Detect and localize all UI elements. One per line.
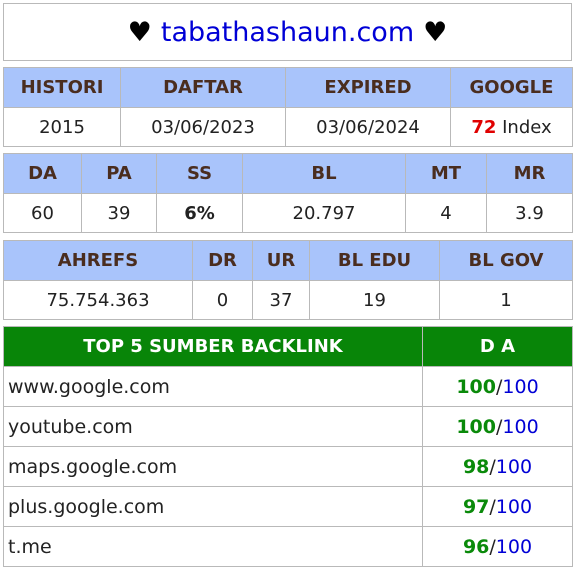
backlink-table: TOP 5 SUMBER BACKLINK D A www.google.com… xyxy=(3,326,573,567)
value-ss: 6% xyxy=(156,193,243,233)
backlink-source[interactable]: maps.google.com xyxy=(3,446,423,487)
backlink-source[interactable]: t.me xyxy=(3,526,423,567)
header-pa: PA xyxy=(81,153,157,194)
header-dr: DR xyxy=(192,240,253,281)
table-row: maps.google.com 98/100 xyxy=(3,446,573,487)
header-daftar: DAFTAR xyxy=(120,67,286,108)
backlink-source[interactable]: www.google.com xyxy=(3,366,423,407)
domain-title[interactable]: tabathashaun.com xyxy=(160,16,415,48)
header-google: GOOGLE xyxy=(450,67,573,108)
backlink-da-max: 100 xyxy=(502,375,539,398)
backlink-da: 96/100 xyxy=(422,526,573,567)
backlink-da: 100/100 xyxy=(422,406,573,447)
header-histori: HISTORI xyxy=(3,67,121,108)
backlink-da-value: 97 xyxy=(462,495,490,518)
header-bl: BL xyxy=(242,153,406,194)
backlink-da-max: 100 xyxy=(502,415,539,438)
header-mt: MT xyxy=(405,153,487,194)
backlink-da-separator: / xyxy=(489,535,496,558)
backlink-da-separator: / xyxy=(496,375,503,398)
backlink-da-max: 100 xyxy=(495,495,533,518)
table-row: www.google.com 100/100 xyxy=(3,366,573,407)
value-da: 60 xyxy=(3,193,82,233)
value-bl: 20.797 xyxy=(242,193,406,233)
header-ss: SS xyxy=(156,153,243,194)
heart-right-icon: ♥ xyxy=(423,16,448,48)
header-da: DA xyxy=(3,153,82,194)
table-row: t.me 96/100 xyxy=(3,526,573,567)
value-pa: 39 xyxy=(81,193,157,233)
google-index-label: Index xyxy=(496,116,552,138)
heart-left-icon: ♥ xyxy=(127,16,152,48)
google-index-count: 72 xyxy=(471,116,497,138)
value-mt: 4 xyxy=(405,193,487,233)
header-backlink-source: TOP 5 SUMBER BACKLINK xyxy=(3,326,423,367)
backlink-da-max: 100 xyxy=(495,535,533,558)
title-box: ♥ tabathashaun.com ♥ xyxy=(3,3,572,61)
value-google: 72 Index xyxy=(450,107,573,147)
header-ahrefs: AHREFS xyxy=(3,240,193,281)
backlink-da-value: 100 xyxy=(456,375,496,398)
table-row: plus.google.com 97/100 xyxy=(3,486,573,527)
backlink-da-max: 100 xyxy=(495,455,533,478)
backlink-da-separator: / xyxy=(489,455,496,478)
value-ur: 37 xyxy=(252,280,310,320)
backlink-da-value: 100 xyxy=(456,415,496,438)
metrics-table: DA PA SS BL MT MR 60 39 6% 20.797 4 3.9 xyxy=(3,153,573,233)
backlink-source[interactable]: plus.google.com xyxy=(3,486,423,527)
value-bl-edu: 19 xyxy=(309,280,440,320)
backlink-da-value: 98 xyxy=(462,455,490,478)
backlink-da: 97/100 xyxy=(422,486,573,527)
value-bl-gov: 1 xyxy=(439,280,573,320)
value-dr: 0 xyxy=(192,280,253,320)
header-mr: MR xyxy=(486,153,573,194)
value-mr: 3.9 xyxy=(486,193,573,233)
history-table: HISTORI DAFTAR EXPIRED GOOGLE 2015 03/06… xyxy=(3,67,573,147)
value-expired: 03/06/2024 xyxy=(285,107,451,147)
header-ur: UR xyxy=(252,240,310,281)
backlink-da-value: 96 xyxy=(462,535,490,558)
table-row: youtube.com 100/100 xyxy=(3,406,573,447)
backlink-source[interactable]: youtube.com xyxy=(3,406,423,447)
backlink-da: 98/100 xyxy=(422,446,573,487)
header-bl-edu: BL EDU xyxy=(309,240,440,281)
value-histori: 2015 xyxy=(3,107,121,147)
header-bl-gov: BL GOV xyxy=(439,240,573,281)
ahrefs-table: AHREFS DR UR BL EDU BL GOV 75.754.363 0 … xyxy=(3,240,573,320)
value-ahrefs: 75.754.363 xyxy=(3,280,193,320)
backlink-da-separator: / xyxy=(489,495,496,518)
header-backlink-da: D A xyxy=(422,326,573,367)
backlink-da: 100/100 xyxy=(422,366,573,407)
value-daftar: 03/06/2023 xyxy=(120,107,286,147)
header-expired: EXPIRED xyxy=(285,67,451,108)
backlink-da-separator: / xyxy=(496,415,503,438)
